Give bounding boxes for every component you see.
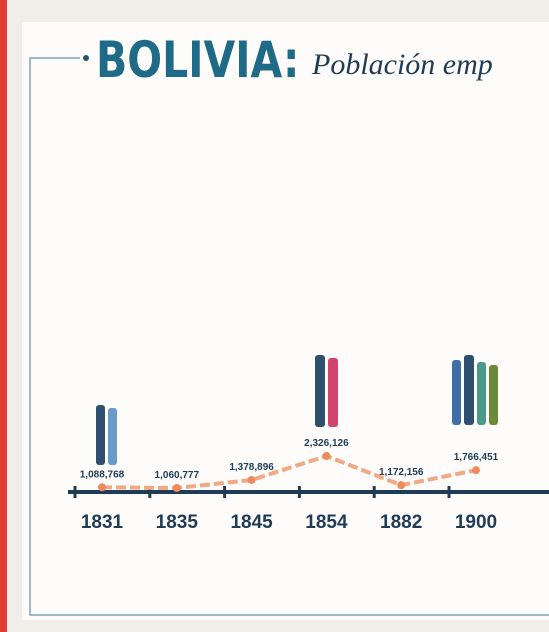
person — [452, 360, 461, 425]
data-point — [322, 452, 331, 460]
person — [328, 358, 338, 427]
person — [315, 355, 325, 427]
data-label: 1,766,451 — [454, 452, 499, 463]
x-tick-label: 1900 — [455, 512, 497, 533]
data-label: 1,088,768 — [80, 469, 125, 480]
data-point — [98, 483, 106, 492]
x-tick-label: 1835 — [156, 512, 199, 533]
data-label: 1,060,777 — [155, 470, 200, 481]
frame — [29, 57, 549, 616]
data-label: 1,172,156 — [379, 467, 424, 478]
people-icons — [96, 355, 498, 465]
x-tick-label: 1831 — [81, 512, 124, 533]
person — [489, 365, 498, 425]
data-line — [101, 453, 477, 491]
data-label: 2,326,126 — [304, 438, 349, 449]
data-point — [247, 475, 256, 484]
left-edge — [0, 0, 7, 632]
panel — [22, 22, 549, 620]
x-tick-label: 1845 — [230, 512, 273, 533]
chart-subtitle: Población emp — [311, 48, 493, 81]
data-point — [472, 466, 480, 475]
person — [108, 408, 117, 465]
person — [477, 362, 486, 425]
person — [96, 405, 105, 465]
person — [464, 355, 474, 425]
data-point — [397, 481, 406, 490]
chart-title: BOLIVIA: — [96, 31, 299, 89]
frame-dot — [83, 55, 89, 61]
data-point — [172, 484, 181, 492]
x-tick-label: 1882 — [380, 512, 422, 533]
x-tick-label: 1854 — [305, 512, 348, 533]
data-label: 1,378,896 — [229, 462, 274, 473]
